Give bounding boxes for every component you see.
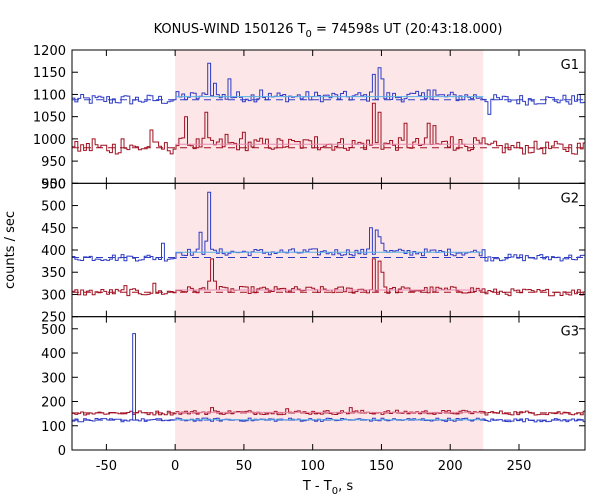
y-tick-label: 250: [41, 311, 66, 326]
chart-title: KONUS-WIND 150126 T0 = 74598s UT (20:43:…: [154, 22, 503, 40]
panel-g1: 900 950 1000 1050 1100 1150 1200 G1: [33, 44, 586, 192]
chart-title-rest: = 74598s UT (20:43:18.000): [312, 22, 502, 37]
x-tick-label: 50: [236, 459, 253, 474]
y-axis-label: counts / sec: [3, 211, 18, 289]
panel-frame: [71, 316, 586, 451]
x-tick-label: 250: [507, 459, 532, 474]
y-tick-label: 1100: [33, 88, 66, 103]
x-tick-label: 150: [369, 459, 394, 474]
y-tick-label: 450: [41, 222, 66, 237]
y-tick-label: 1000: [33, 133, 66, 148]
y-tick-label: 900: [41, 177, 66, 192]
y-tick-label: 300: [41, 288, 66, 303]
chart-title-main: KONUS-WIND 150126 T: [154, 22, 306, 37]
series-histogram-g3-blue: [72, 333, 585, 423]
y-tick-label: 500: [41, 200, 66, 215]
y-tick-label: 400: [41, 347, 66, 362]
chart-title-subscript: 0: [306, 29, 312, 40]
panel-label-g3: G3: [561, 325, 579, 340]
panel-label-g2: G2: [561, 191, 579, 206]
y-tick-label: 0: [58, 444, 66, 459]
y-tick-label: 550: [41, 177, 66, 192]
panel-label-g1: G1: [561, 58, 579, 73]
x-axis-label-subscript: 0: [332, 486, 338, 497]
plot-area: 90095010001050110011501200G1250300350400…: [33, 44, 586, 474]
y-tick-label: 500: [41, 323, 66, 338]
panel-g3: 0 100 200 300 400 500 G3: [41, 316, 586, 459]
y-tick-label: 950: [41, 155, 66, 170]
x-tick-label: -50: [96, 459, 117, 474]
y-tick-label: 1050: [33, 111, 66, 126]
panel-g2: 250 300 350 400 450 500 550 G2: [41, 177, 586, 326]
y-tick-label: 100: [41, 420, 66, 435]
x-axis-label-main: T - T: [302, 479, 332, 494]
burst-interval-shade: [175, 50, 484, 450]
y-tick-label: 300: [41, 371, 66, 386]
x-tick-label: 0: [171, 459, 179, 474]
series-histogram-g1-blue: [72, 62, 585, 115]
x-tick-label: 100: [300, 459, 325, 474]
x-tick-label: 200: [438, 459, 463, 474]
x-axis-label-rest: , s: [338, 479, 353, 494]
y-tick-label: 350: [41, 266, 66, 281]
y-tick-label: 1150: [33, 66, 66, 81]
x-axis-label: T - T0, s: [302, 479, 353, 497]
y-tick-label: 1200: [33, 44, 66, 59]
y-tick-label: 400: [41, 244, 66, 259]
y-tick-label: 200: [41, 396, 66, 411]
